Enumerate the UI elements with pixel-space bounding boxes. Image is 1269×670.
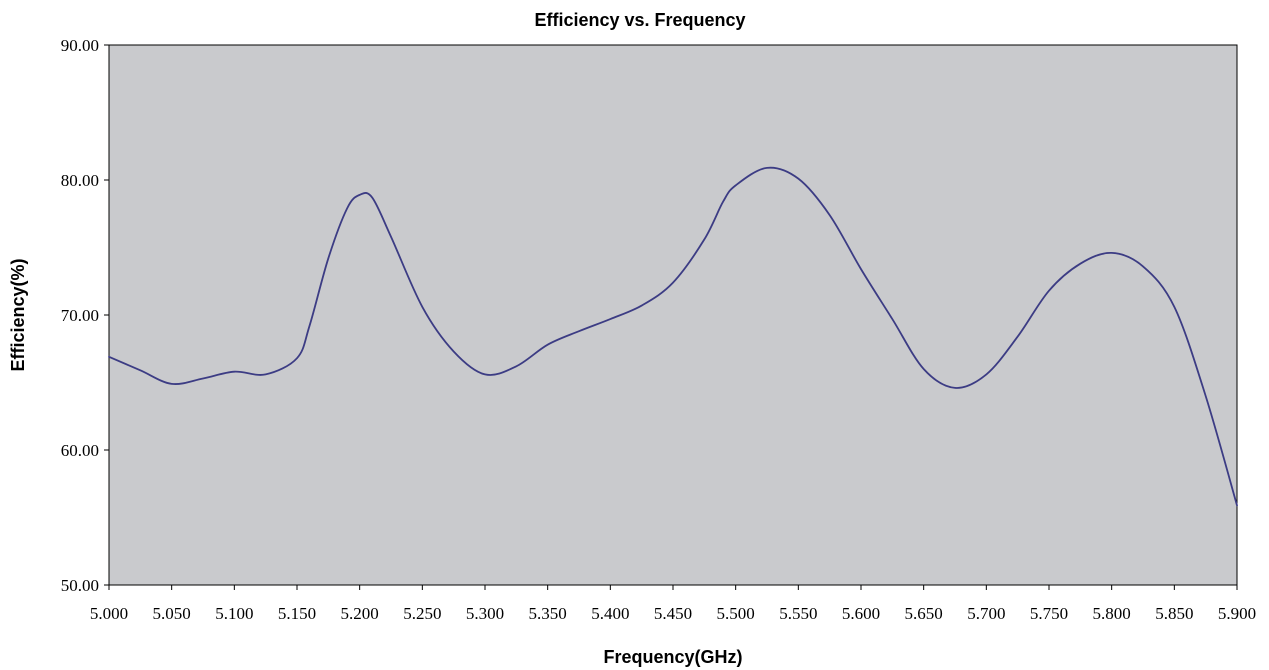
- x-tick-label: 5.550: [779, 604, 817, 623]
- x-tick-label: 5.100: [215, 604, 253, 623]
- y-tick-label: 90.00: [61, 36, 99, 55]
- y-axis: 50.00 60.00 70.00 80.00 90.00: [61, 36, 109, 595]
- x-tick-label: 5.700: [967, 604, 1005, 623]
- y-tick-label: 50.00: [61, 576, 99, 595]
- x-tick-label: 5.300: [466, 604, 504, 623]
- x-tick-label: 5.850: [1155, 604, 1193, 623]
- x-tick-label: 5.450: [654, 604, 692, 623]
- x-tick-label: 5.500: [717, 604, 755, 623]
- plot-area: [108, 44, 1238, 586]
- x-tick-label: 5.400: [591, 604, 629, 623]
- x-tick-label: 5.050: [153, 604, 191, 623]
- series-layer: [108, 166, 1238, 507]
- x-axis-label: Frequency(GHz): [603, 647, 742, 667]
- x-tick-label: 5.900: [1218, 604, 1256, 623]
- chart-title: Efficiency vs. Frequency: [534, 10, 745, 30]
- x-tick-label: 5.800: [1093, 604, 1131, 623]
- x-tick-label: 5.650: [905, 604, 943, 623]
- x-tick-label: 5.600: [842, 604, 880, 623]
- x-tick-label: 5.150: [278, 604, 316, 623]
- y-tick-label: 60.00: [61, 441, 99, 460]
- y-tick-label: 70.00: [61, 306, 99, 325]
- x-tick-label: 5.000: [90, 604, 128, 623]
- x-tick-label: 5.200: [341, 604, 379, 623]
- x-tick-label: 5.750: [1030, 604, 1068, 623]
- y-axis-label: Efficiency(%): [8, 258, 28, 371]
- y-tick-label: 80.00: [61, 171, 99, 190]
- x-tick-label: 5.250: [403, 604, 441, 623]
- x-axis: 5.000 5.050 5.100 5.150 5.200 5.250 5.300 5.350…: [90, 585, 1256, 623]
- series-line-efficiency: [108, 166, 1238, 507]
- x-tick-label: 5.350: [529, 604, 567, 623]
